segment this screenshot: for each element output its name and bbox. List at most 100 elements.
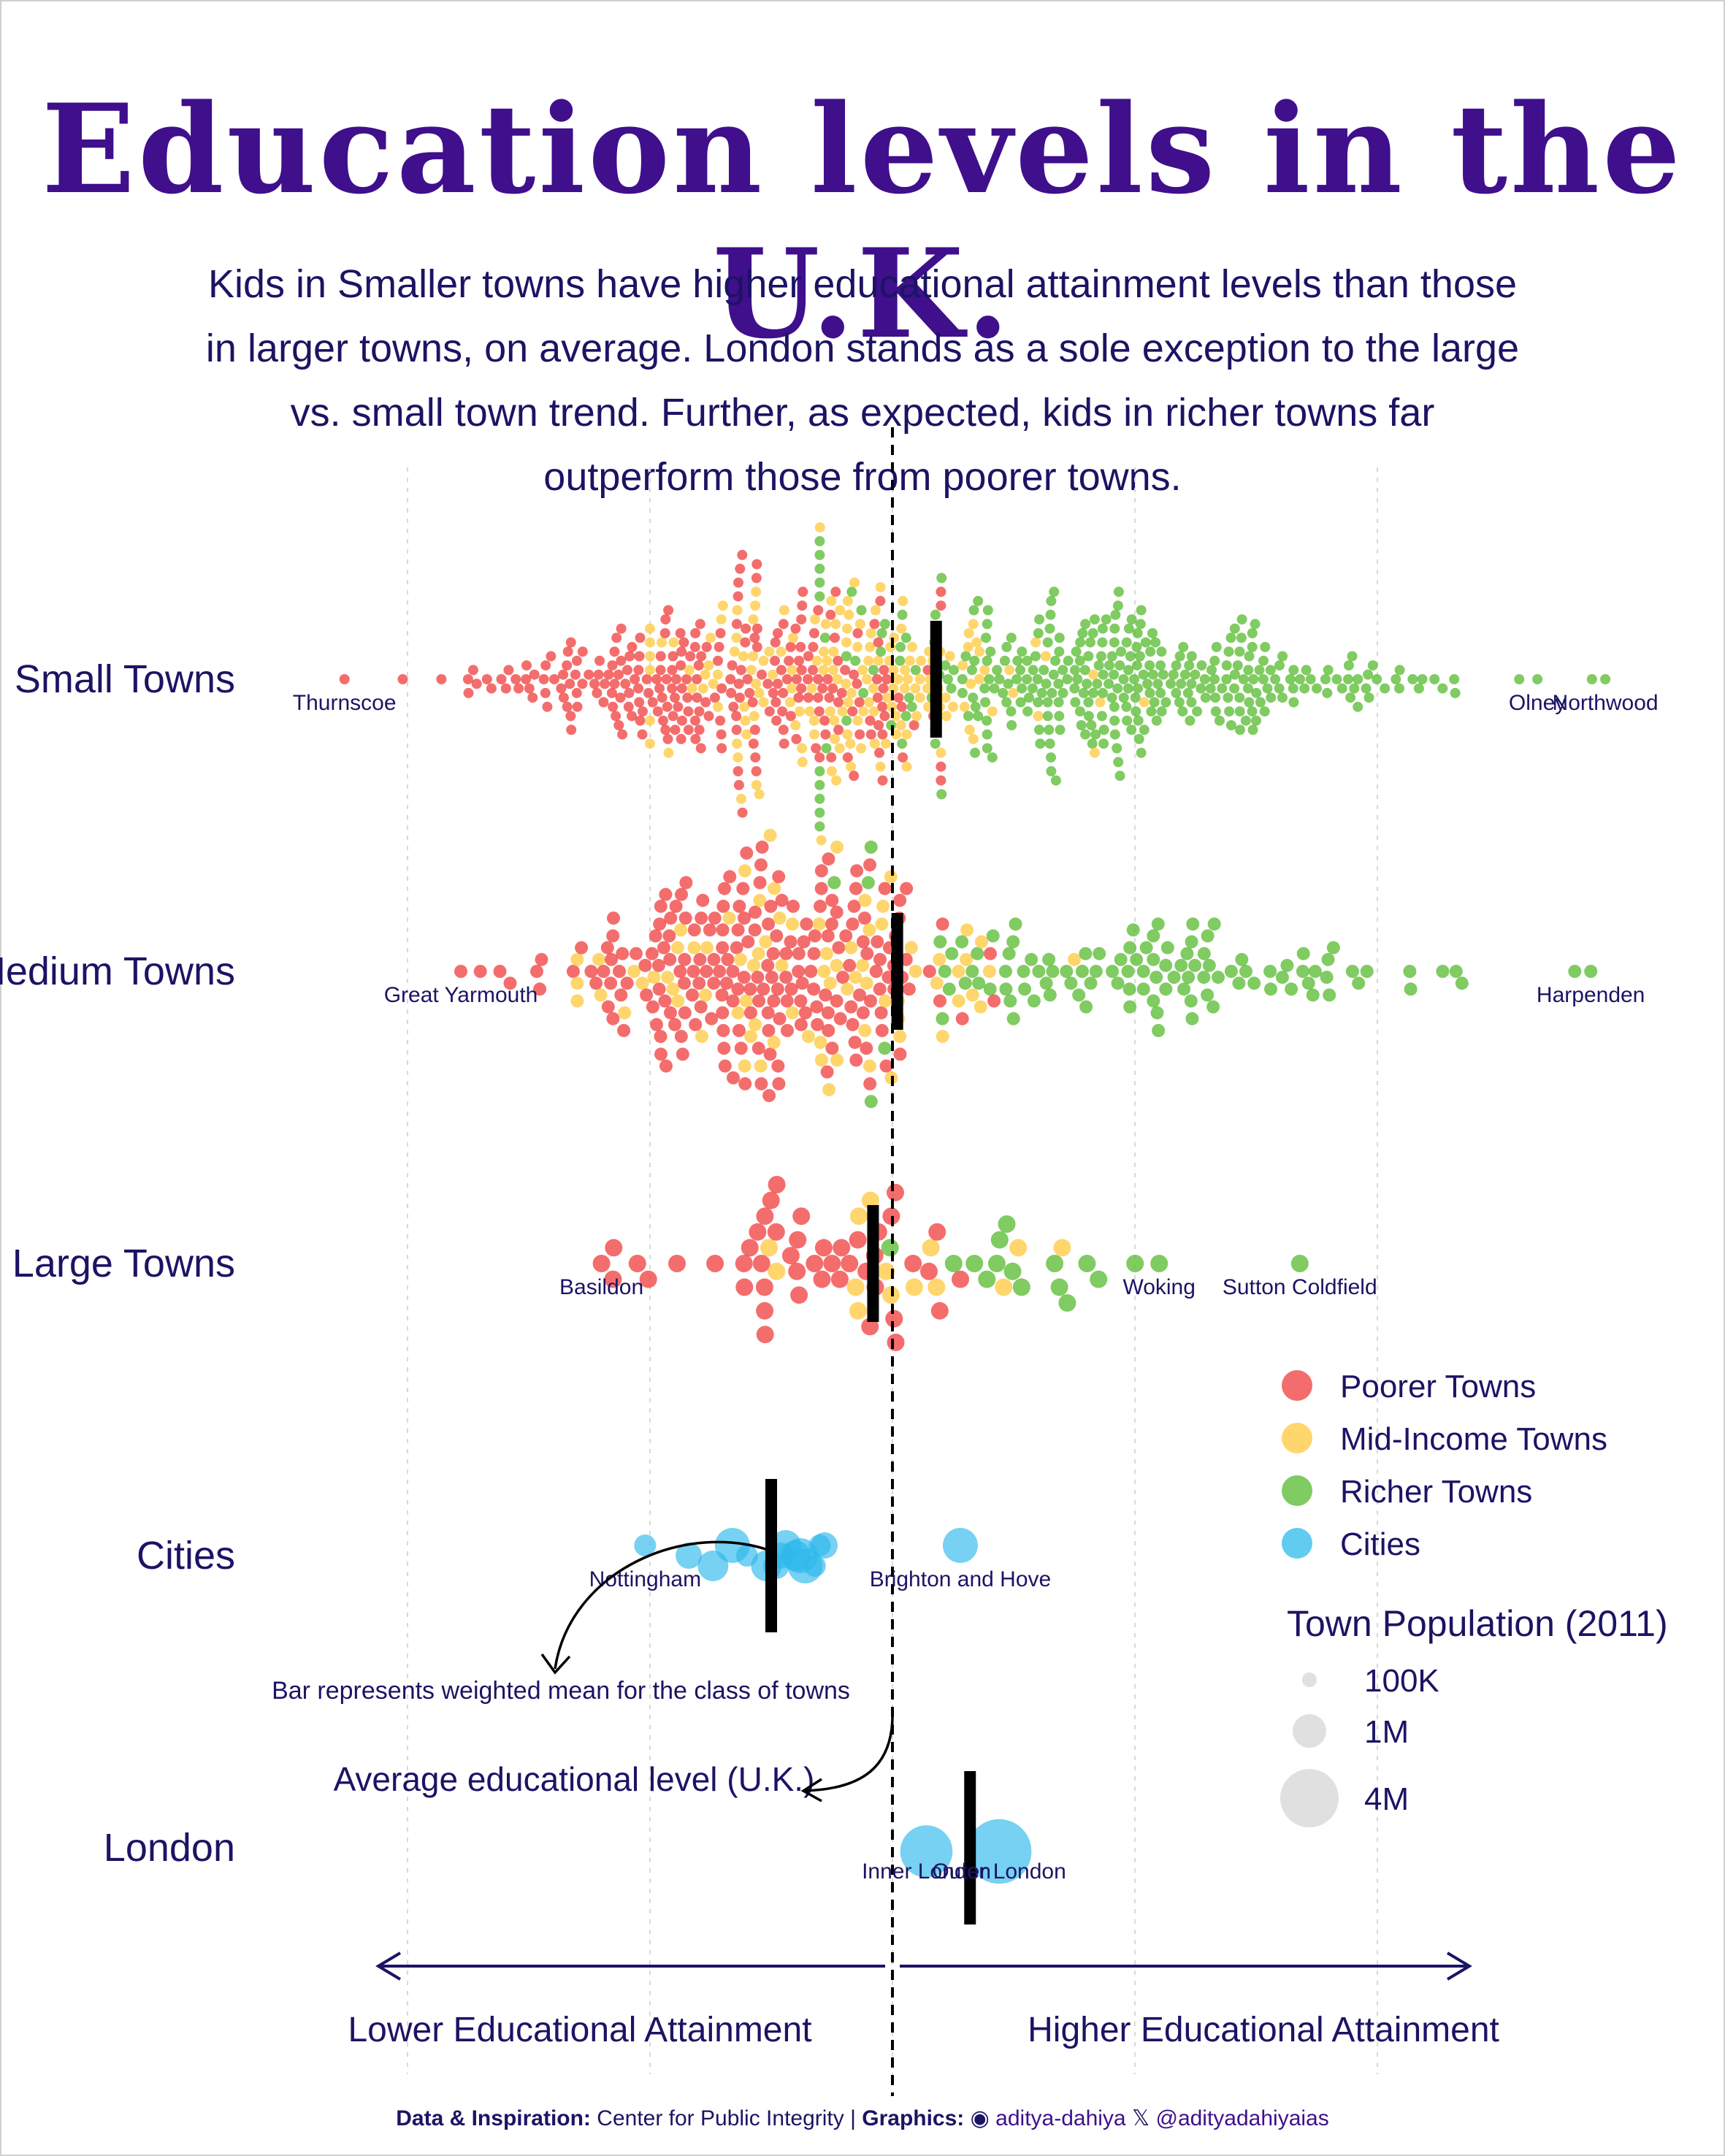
town-point	[682, 692, 693, 703]
town-point	[849, 1231, 867, 1249]
town-point	[1006, 632, 1017, 643]
town-point	[615, 692, 626, 703]
town-point	[795, 976, 809, 990]
town-point	[1320, 674, 1331, 684]
town-point	[1437, 683, 1448, 694]
town-point	[733, 752, 743, 763]
town-point	[693, 660, 704, 671]
footer-separator: |	[850, 2106, 856, 2130]
town-point	[1264, 982, 1277, 996]
town-point	[1288, 683, 1298, 694]
town-point	[819, 947, 833, 960]
town-point	[872, 692, 883, 703]
town-point	[565, 678, 575, 689]
town-point	[733, 1024, 746, 1037]
town-point	[750, 752, 761, 763]
town-point	[1232, 660, 1243, 671]
town-point	[614, 988, 628, 1002]
town-point	[1133, 683, 1143, 694]
town-point	[731, 711, 742, 722]
town-point	[1032, 674, 1043, 684]
github-icon: ◉	[970, 2106, 990, 2130]
town-point	[549, 674, 559, 684]
town-point	[1343, 660, 1354, 671]
town-point	[1152, 678, 1163, 689]
town-point	[759, 935, 773, 949]
town-point	[733, 952, 747, 966]
town-point	[740, 637, 751, 648]
town-point	[1277, 651, 1288, 662]
town-point	[1290, 1255, 1309, 1272]
town-point	[593, 669, 604, 680]
town-point	[741, 935, 755, 949]
town-point	[971, 947, 984, 960]
town-point	[904, 692, 914, 703]
town-point	[733, 766, 743, 776]
town-point	[1109, 729, 1120, 740]
town-point	[693, 952, 707, 966]
town-point	[1514, 674, 1525, 684]
town-point	[1018, 982, 1031, 996]
town-point	[814, 864, 828, 878]
town-point	[744, 687, 755, 698]
town-point	[717, 1041, 731, 1055]
town-point	[965, 965, 979, 978]
town-point	[843, 697, 854, 708]
town-point	[873, 655, 884, 666]
town-point	[768, 1262, 786, 1280]
town-point	[570, 952, 584, 966]
town-point	[738, 864, 751, 878]
town-point	[754, 789, 765, 800]
town-point	[814, 1036, 827, 1050]
town-point	[1136, 965, 1150, 978]
town-point	[741, 729, 752, 740]
town-point	[1098, 669, 1109, 680]
town-point	[1114, 952, 1128, 966]
town-point	[1063, 655, 1074, 666]
town-point	[608, 701, 619, 712]
town-point	[611, 711, 621, 722]
town-point	[689, 715, 700, 726]
town-point	[1033, 697, 1044, 708]
town-point	[764, 646, 775, 657]
london-point	[900, 1825, 953, 1878]
town-point	[1097, 637, 1108, 648]
town-point	[830, 1270, 849, 1288]
town-point	[684, 665, 695, 676]
town-point	[1017, 646, 1028, 657]
town-point	[1027, 994, 1041, 1008]
town-point	[893, 1047, 907, 1061]
town-point	[1109, 623, 1120, 634]
town-point	[730, 941, 743, 955]
town-point	[660, 725, 671, 735]
town-point	[825, 609, 836, 620]
town-point	[856, 605, 867, 616]
town-point	[1096, 711, 1107, 722]
town-point	[942, 982, 956, 996]
town-point	[825, 1041, 839, 1055]
town-point	[1185, 1012, 1199, 1025]
town-point	[1017, 683, 1028, 694]
town-point	[920, 1262, 938, 1280]
town-point	[1166, 678, 1176, 689]
town-point	[676, 733, 686, 744]
town-point	[620, 678, 631, 689]
town-point	[736, 793, 746, 804]
town-point	[697, 683, 708, 694]
town-point	[1125, 651, 1136, 662]
town-point	[856, 1006, 870, 1020]
town-point	[751, 559, 762, 570]
town-point	[1054, 711, 1065, 722]
town-point	[885, 641, 896, 652]
town-point	[1055, 725, 1066, 735]
town-point	[970, 701, 981, 712]
town-point	[841, 715, 852, 726]
town-point	[1413, 683, 1424, 694]
city-point	[808, 1534, 831, 1556]
town-point	[974, 646, 985, 657]
town-point	[1235, 952, 1249, 966]
town-point	[830, 632, 840, 643]
town-point	[700, 941, 714, 955]
axis-arrowhead-low	[375, 1952, 402, 1981]
town-point	[1001, 697, 1012, 708]
